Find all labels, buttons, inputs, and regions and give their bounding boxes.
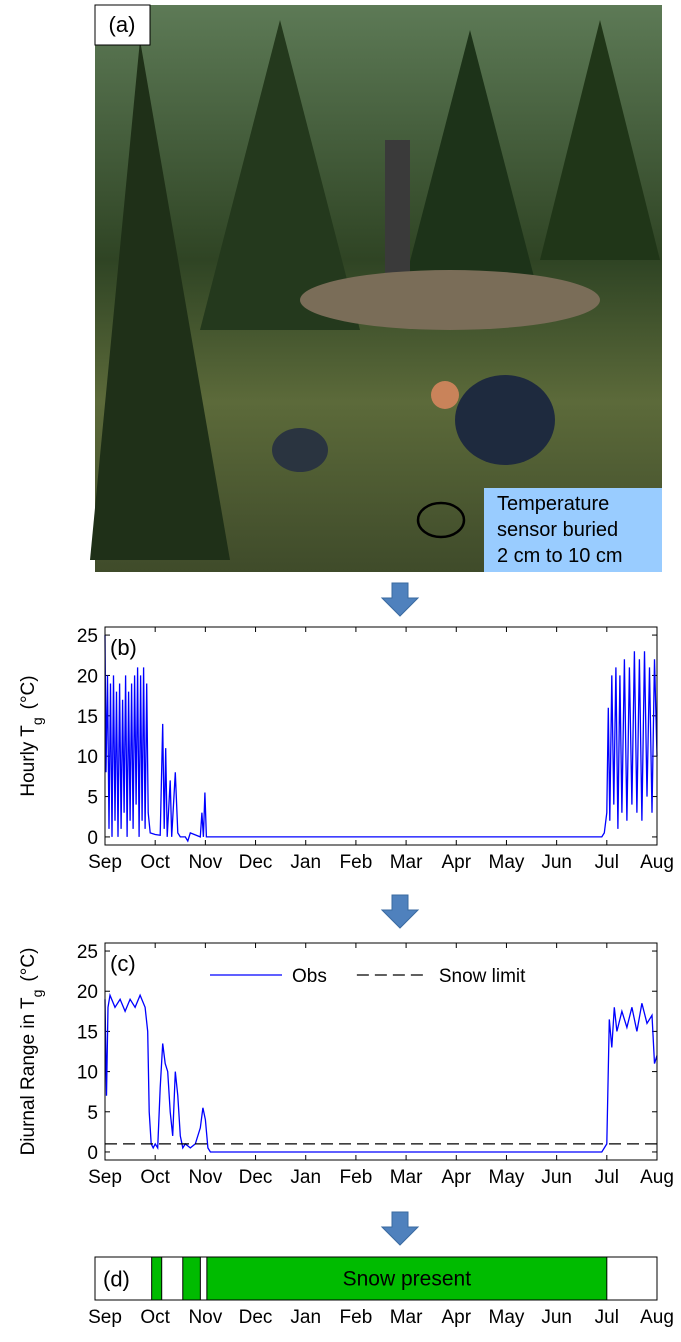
photo: (a) Temperature sensor buried 2 cm to 10… [90,4,662,572]
person-head [431,381,459,409]
x-tick-label: Jan [290,1307,321,1328]
y-tick-label: 15 [77,707,98,728]
y-tick-label: 25 [77,626,98,647]
x-tick-label: Jul [595,852,619,873]
y-axis-label-text: Diurnal Range in T [18,997,39,1155]
y-tick-label: 10 [77,747,98,768]
x-tick-label: Dec [239,852,273,873]
plot-border [94,1256,658,1301]
x-tick-label: Jan [290,1167,321,1188]
y-axis-label-subscript: g [29,717,45,725]
x-tick-label: Nov [188,1307,222,1328]
y-tick-label: 15 [77,1022,98,1043]
x-tick-label: May [489,1167,525,1188]
x-tick-label: May [489,1307,525,1328]
x-tick-label: Sep [88,1167,122,1188]
panel-label: (c) [110,951,136,976]
x-tick-label: Jan [290,852,321,873]
tree [400,30,540,300]
x-tick-label: Jun [541,852,572,873]
annotation: sensor buried [497,519,618,541]
tree [90,40,230,560]
annotation-box [484,488,662,572]
x-tick-label: Feb [340,1167,373,1188]
backpack [272,428,328,472]
span-label: Snow present [343,1268,472,1291]
y-axis-label-subscript: g [29,990,45,998]
panel-label-box [94,4,151,46]
x-tick-label: Apr [441,1167,471,1188]
x-tick-label: Sep [88,852,122,873]
x-tick-label: Feb [340,852,373,873]
x-tick-label: Jul [595,1307,619,1328]
x-tick-label: Dec [239,1167,273,1188]
y-tick-label: 20 [77,982,98,1003]
annotation: Temperature [497,493,609,515]
deadwood [300,270,600,330]
x-tick-label: Feb [340,1307,373,1328]
panel-label: (a) [109,12,136,37]
legend-label: Snow limit [439,966,526,987]
sensor-circle [416,501,466,539]
person [455,375,555,465]
tree [540,20,660,260]
y-tick-label: 0 [87,1143,98,1164]
snow-span [151,1256,163,1301]
x-tick-label: Jul [595,1167,619,1188]
arrow [380,894,420,929]
x-tick-label: Jun [541,1167,572,1188]
arrow [380,1211,420,1246]
y-tick-label: 20 [77,666,98,687]
y-tick-label: 5 [87,788,98,809]
y-axis-label-unit: (°C) [18,948,39,982]
arrow [380,582,420,617]
x-tick-label: Nov [188,1167,222,1188]
legend-label: Obs [292,966,327,987]
x-tick-label: Apr [441,852,471,873]
arrows [380,582,420,1246]
plot-frame [104,626,658,846]
panel-label: (d) [103,1267,130,1292]
annotation: 2 cm to 10 cm [497,545,623,567]
panel-label: (b) [110,635,137,660]
y-axis-label-unit: (°C) [18,675,39,709]
y-axis-label: Hourly Tg (°C) [18,675,45,796]
y-tick-label: 0 [87,828,98,849]
x-tick-label: Dec [239,1307,273,1328]
y-axis-label: Diurnal Range in Tg (°C) [18,948,45,1156]
plot-border [104,626,658,846]
x-tick-label: Mar [390,1167,423,1188]
snow-span [182,1256,201,1301]
y-tick-label: 25 [77,942,98,963]
x-tick-label: Mar [390,852,423,873]
tree [200,20,360,330]
x-tick-label: Sep [88,1307,122,1328]
plot-border [104,942,658,1161]
y-axis-label-text: Hourly T [18,725,39,797]
x-tick-label: Oct [140,1307,170,1328]
x-tick-label: Aug [640,1307,674,1328]
x-tick-label: Mar [390,1307,423,1328]
x-tick-label: Apr [441,1307,471,1328]
x-tick-label: Oct [140,852,170,873]
y-tick-label: 10 [77,1063,98,1084]
data-line [104,635,658,843]
y-tick-label: 5 [87,1103,98,1124]
x-tick-label: Aug [640,1167,674,1188]
data-line [104,992,658,1153]
x-tick-label: Aug [640,852,674,873]
x-tick-label: May [489,852,525,873]
x-tick-label: Nov [188,852,222,873]
x-tick-label: Jun [541,1307,572,1328]
plot-frame [104,942,658,1161]
x-tick-label: Oct [140,1167,170,1188]
